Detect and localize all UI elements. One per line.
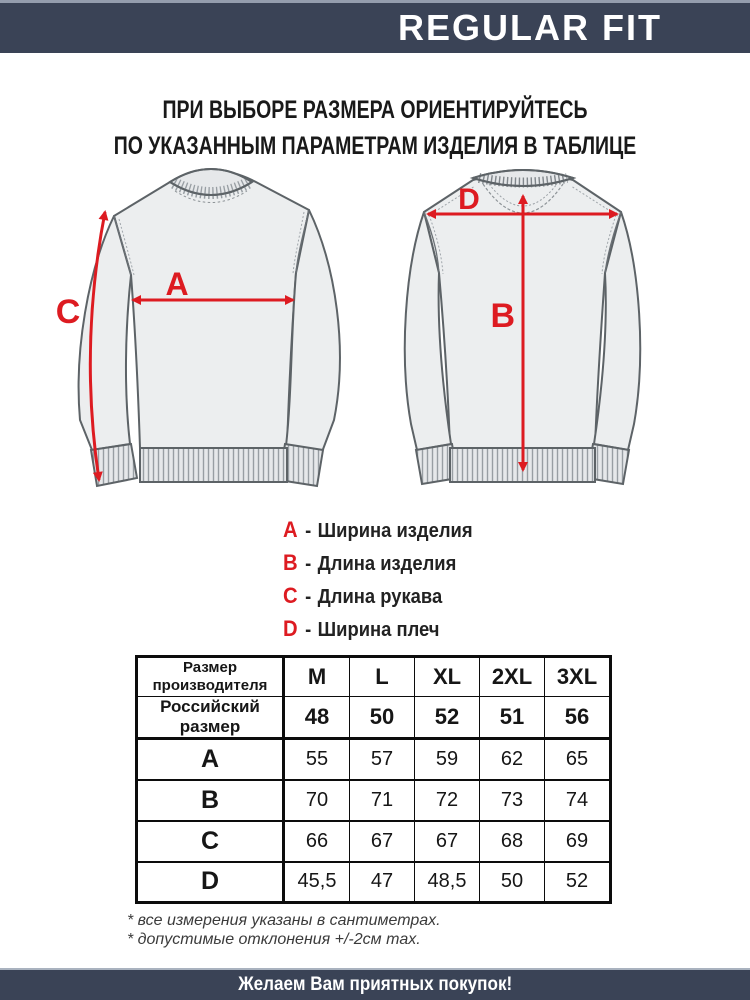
legend-item-d: D - Ширина плеч	[283, 616, 473, 649]
value-cell: 57	[349, 737, 415, 781]
value-cell: 45,5	[283, 860, 350, 904]
size-cell: L	[349, 656, 415, 697]
sweater-body	[113, 169, 310, 449]
footnotes: * все измерения указаны в сантиметрах. *…	[127, 911, 441, 949]
legend-item-b: B - Длина изделия	[283, 550, 473, 583]
front-view-diagram: A C	[56, 168, 341, 488]
value-cell: 73	[479, 778, 545, 822]
page-heading: ПРИ ВЫБОРЕ РАЗМЕРА ОРИЕНТИРУЙТЕСЬ ПО УКА…	[83, 92, 668, 164]
hem-band	[139, 447, 288, 483]
measurement-legend: A - Ширина изделия B - Длина изделия C -…	[283, 517, 473, 649]
value-cell: 69	[544, 819, 611, 863]
measure-arrow-b: B	[490, 194, 528, 472]
value-cell: 74	[544, 778, 611, 822]
legend-separator: -	[305, 619, 312, 641]
back-view-diagram: D B	[403, 169, 642, 486]
russian-size-cell: 51	[479, 696, 545, 740]
measure-arrow-a: A	[131, 266, 295, 305]
value-cell: 55	[283, 737, 350, 781]
size-cell: XL	[414, 656, 480, 697]
value-cell: 70	[283, 778, 350, 822]
size-table: Размер производителя M L XL 2XL 3XL Росс…	[135, 655, 612, 904]
value-cell: 48,5	[414, 860, 480, 904]
table-row-sizes: Размер производителя M L XL 2XL 3XL	[136, 656, 611, 697]
value-cell: 62	[479, 737, 545, 781]
row-header-russian-size: Российский размер	[136, 696, 285, 740]
legend-separator: -	[305, 553, 312, 575]
label-d: D	[458, 183, 480, 216]
table-row-measure-d: D 45,5 47 48,5 50 52	[136, 860, 611, 904]
value-cell: 47	[349, 860, 415, 904]
legend-separator: -	[305, 520, 312, 542]
left-sleeve	[77, 215, 132, 451]
value-cell: 66	[283, 819, 350, 863]
legend-label: Ширина плеч	[317, 619, 440, 641]
row-letter: C	[136, 819, 285, 863]
value-cell: 67	[349, 819, 415, 863]
label-b: B	[490, 297, 515, 335]
value-cell: 72	[414, 778, 480, 822]
legend-separator: -	[305, 586, 312, 608]
legend-item-a: A - Ширина изделия	[283, 517, 473, 550]
size-cell: 3XL	[544, 656, 611, 697]
fit-type-title: REGULAR FIT	[398, 7, 662, 48]
heading-line-2: ПО УКАЗАННЫМ ПАРАМЕТРАМ ИЗДЕЛИЯ В ТАБЛИЦ…	[113, 132, 637, 160]
legend-item-c: C - Длина рукава	[283, 583, 473, 616]
heading-line-1: ПРИ ВЫБОРЕ РАЗМЕРА ОРИЕНТИРУЙТЕСЬ	[162, 96, 588, 124]
row-letter: B	[136, 778, 285, 822]
label-a: A	[165, 266, 188, 302]
value-cell: 50	[479, 860, 545, 904]
row-letter: A	[136, 737, 285, 781]
legend-label: Ширина изделия	[317, 520, 473, 542]
footer-message: Желаем Вам приятных покупок!	[238, 974, 512, 995]
footnote-tolerance: * допустимые отклонения +/-2см max.	[127, 931, 421, 948]
value-cell: 71	[349, 778, 415, 822]
size-cell: 2XL	[479, 656, 545, 697]
russian-size-cell: 56	[544, 696, 611, 740]
legend-label: Длина рукава	[317, 586, 443, 608]
label-c: C	[56, 293, 81, 331]
value-cell: 65	[544, 737, 611, 781]
size-cell: M	[283, 656, 350, 697]
table-row-measure-c: C 66 67 67 68 69	[136, 819, 611, 863]
value-cell: 67	[414, 819, 480, 863]
legend-letter: D	[283, 616, 298, 641]
row-letter: D	[136, 860, 285, 904]
table-row-russian-sizes: Российский размер 48 50 52 51 56	[136, 696, 611, 740]
russian-size-cell: 52	[414, 696, 480, 740]
measure-arrow-c: C	[56, 210, 109, 482]
russian-size-cell: 50	[349, 696, 415, 740]
russian-size-cell: 48	[283, 696, 350, 740]
header-bar: REGULAR FIT	[0, 0, 750, 53]
footnote-units: * все измерения указаны в сантиметрах.	[127, 912, 441, 929]
footer-bar: Желаем Вам приятных покупок!	[0, 968, 750, 1000]
value-cell: 52	[544, 860, 611, 904]
value-cell: 68	[479, 819, 545, 863]
value-cell: 59	[414, 737, 480, 781]
table-row-measure-b: B 70 71 72 73 74	[136, 778, 611, 822]
legend-label: Длина изделия	[317, 553, 457, 575]
legend-letter: A	[283, 517, 298, 542]
col-header-manufacturer-size: Размер производителя	[136, 656, 285, 697]
legend-letter: C	[283, 583, 298, 608]
table-row-measure-a: A 55 57 59 62 65	[136, 737, 611, 781]
legend-letter: B	[283, 550, 298, 575]
